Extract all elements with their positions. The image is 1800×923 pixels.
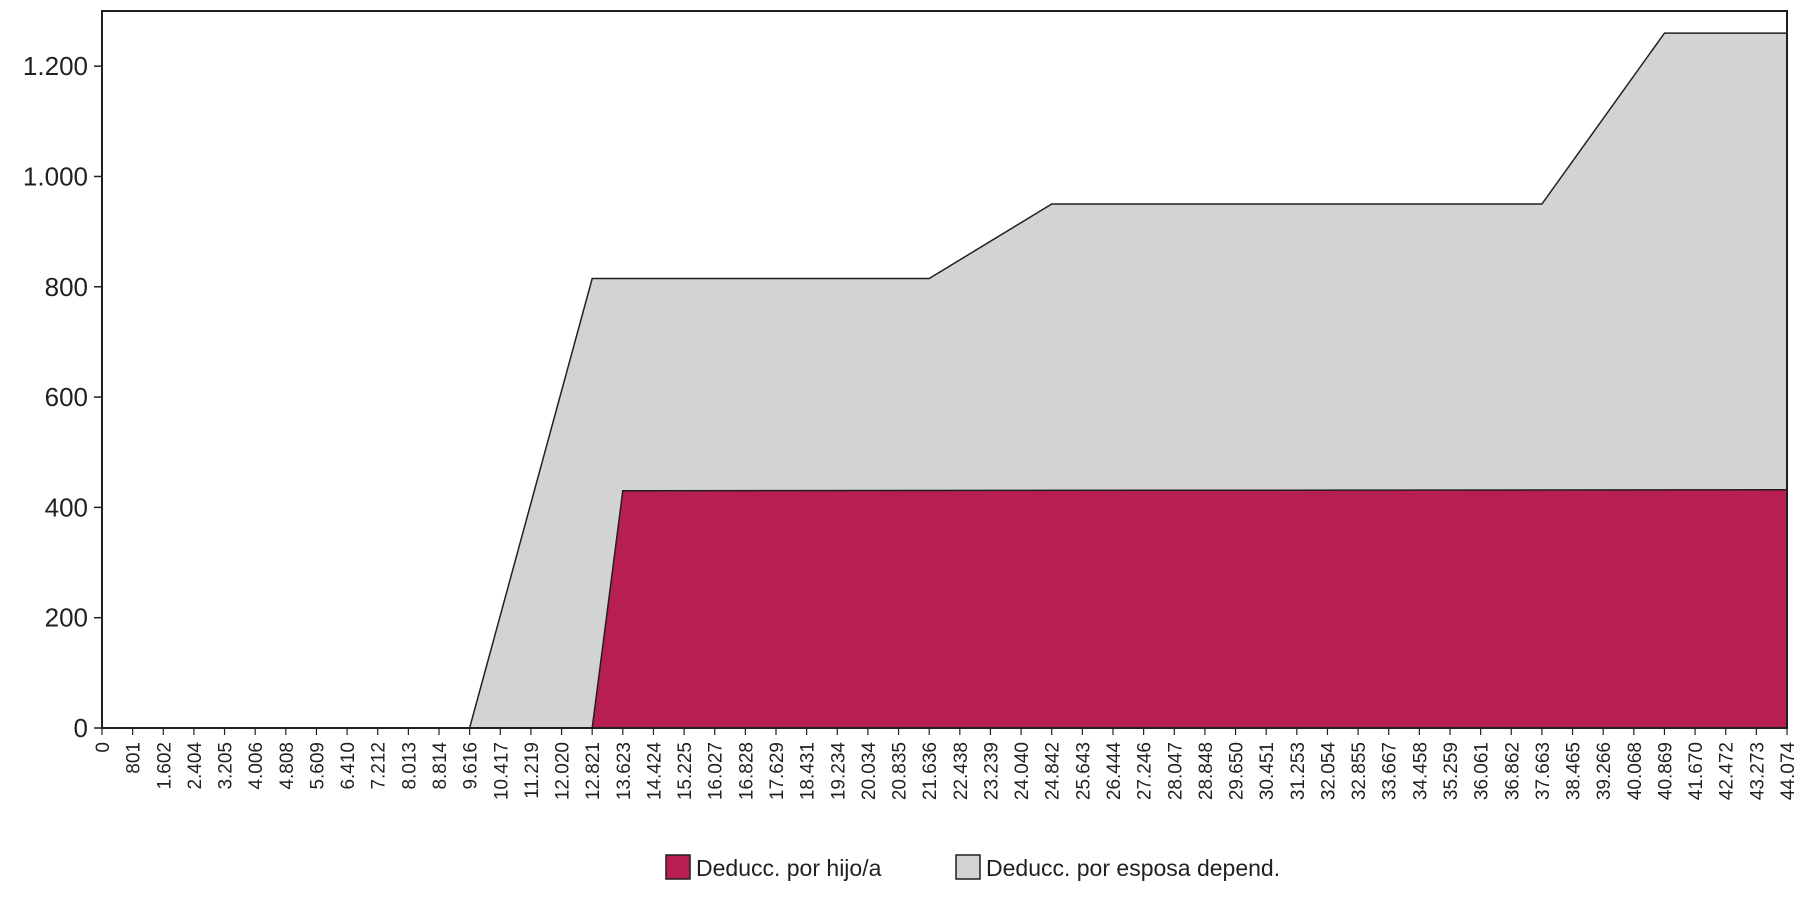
y-tick-label: 0 xyxy=(74,713,88,743)
x-tick-label: 14.424 xyxy=(644,742,665,801)
y-tick-label: 800 xyxy=(45,272,88,302)
x-tick-label: 33.667 xyxy=(1380,742,1401,800)
x-tick-label: 30.451 xyxy=(1257,742,1278,800)
x-tick-label: 13.623 xyxy=(614,742,635,800)
x-tick-label: 17.629 xyxy=(767,742,788,800)
x-tick-label: 9.616 xyxy=(461,742,482,790)
x-tick-label: 35.259 xyxy=(1441,742,1462,800)
x-tick-label: 28.047 xyxy=(1165,742,1186,800)
x-tick-label: 8.013 xyxy=(399,742,420,790)
x-tick-label: 24.842 xyxy=(1043,742,1064,800)
x-tick-label: 801 xyxy=(124,742,145,774)
x-tick-label: 7.212 xyxy=(369,742,390,790)
x-tick-label: 40.869 xyxy=(1655,742,1676,800)
x-tick-label: 12.020 xyxy=(553,742,574,800)
y-tick-label: 1.000 xyxy=(23,161,88,191)
x-tick-label: 12.821 xyxy=(583,742,604,800)
x-tick-label: 36.862 xyxy=(1502,742,1523,800)
y-tick-label: 400 xyxy=(45,492,88,522)
legend-item-esposa-label: Deducc. por esposa depend. xyxy=(986,855,1280,881)
x-tick-label: 11.219 xyxy=(522,742,543,799)
x-tick-label: 34.458 xyxy=(1410,742,1431,800)
x-tick-label: 25.643 xyxy=(1073,742,1094,800)
y-tick-label: 200 xyxy=(45,603,88,633)
x-tick-label: 2.404 xyxy=(185,742,206,790)
x-tick-label: 32.054 xyxy=(1318,742,1339,801)
x-tick-label: 8.814 xyxy=(430,742,451,790)
x-tick-label: 43.273 xyxy=(1747,742,1768,800)
x-tick-label: 0 xyxy=(93,742,114,753)
x-tick-label: 1.602 xyxy=(154,742,175,790)
x-tick-label: 42.472 xyxy=(1717,742,1738,800)
x-tick-label: 32.855 xyxy=(1349,742,1370,800)
series-hijo-area xyxy=(102,489,1787,728)
x-tick-label: 10.417 xyxy=(491,742,512,800)
x-tick-label: 18.431 xyxy=(798,742,819,800)
x-tick-label: 28.848 xyxy=(1196,742,1217,800)
x-tick-label: 20.835 xyxy=(890,742,911,800)
y-tick-label: 1.200 xyxy=(23,51,88,81)
x-tick-label: 16.027 xyxy=(706,742,727,800)
x-tick-label: 40.068 xyxy=(1625,742,1646,800)
x-tick-label: 44.074 xyxy=(1778,742,1799,801)
plot-border xyxy=(101,10,1788,729)
x-tick-label: 4.808 xyxy=(277,742,298,790)
x-tick-label: 26.444 xyxy=(1104,742,1125,801)
x-tick-label: 6.410 xyxy=(338,742,359,790)
x-tick-label: 24.040 xyxy=(1012,742,1033,800)
x-tick-label: 15.225 xyxy=(675,742,696,800)
x-tick-label: 31.253 xyxy=(1288,742,1309,800)
x-tick-label: 39.266 xyxy=(1594,742,1615,800)
legend-item-hijo-swatch xyxy=(665,854,691,880)
x-tick-label: 36.061 xyxy=(1472,742,1493,800)
x-tick-label: 5.609 xyxy=(307,742,328,790)
x-tick-label: 38.465 xyxy=(1564,742,1585,800)
x-tick-label: 19.234 xyxy=(828,742,849,801)
x-tick-label: 3.205 xyxy=(216,742,237,790)
x-tick-label: 41.670 xyxy=(1686,742,1707,800)
x-tick-label: 29.650 xyxy=(1227,742,1248,800)
series-esposa-outline xyxy=(102,32,1787,729)
x-tick-label: 21.636 xyxy=(920,742,941,800)
x-tick-label: 4.006 xyxy=(246,742,267,790)
x-tick-label: 37.663 xyxy=(1533,742,1554,800)
legend: Deducc. por hijo/a Deducc. por esposa dep… xyxy=(665,854,1280,881)
x-tick-label: 23.239 xyxy=(981,742,1002,800)
y-tick-label: 600 xyxy=(45,382,88,412)
x-tick-label: 16.828 xyxy=(736,742,757,800)
x-tick-label: 27.246 xyxy=(1135,742,1156,800)
legend-item-esposa-swatch xyxy=(955,854,981,880)
legend-item-hijo-label: Deducc. por hijo/a xyxy=(696,855,882,881)
x-tick-label: 20.034 xyxy=(859,742,880,801)
x-tick-label: 22.438 xyxy=(951,742,972,800)
